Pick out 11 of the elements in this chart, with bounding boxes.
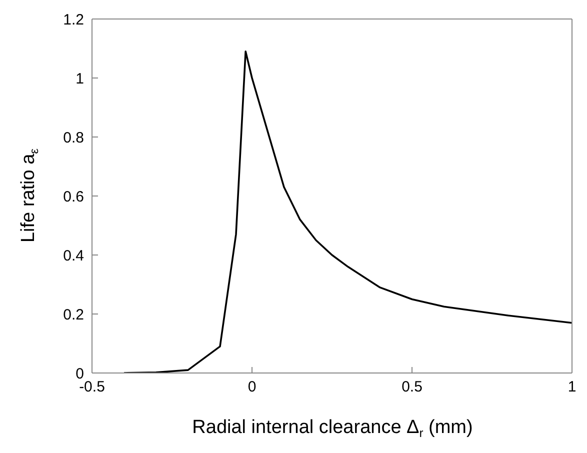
x-tick-label: 0.5 [402,378,422,396]
y-tick-label: 0.4 [63,247,84,264]
x-tick-label: 0 [248,378,256,396]
x-tick-label: 1 [568,378,576,396]
y-tick-label: 1 [76,70,84,88]
y-tick-label: 0.8 [63,129,84,146]
line-series [123,50,572,373]
x-axis-title: Radial internal clearance Δ$_{r}$ (mm) [192,417,473,440]
y-tick-label: 1.2 [63,11,84,28]
y-tick-label: 0.6 [63,188,84,206]
y-tick-label: 0.2 [63,306,84,324]
